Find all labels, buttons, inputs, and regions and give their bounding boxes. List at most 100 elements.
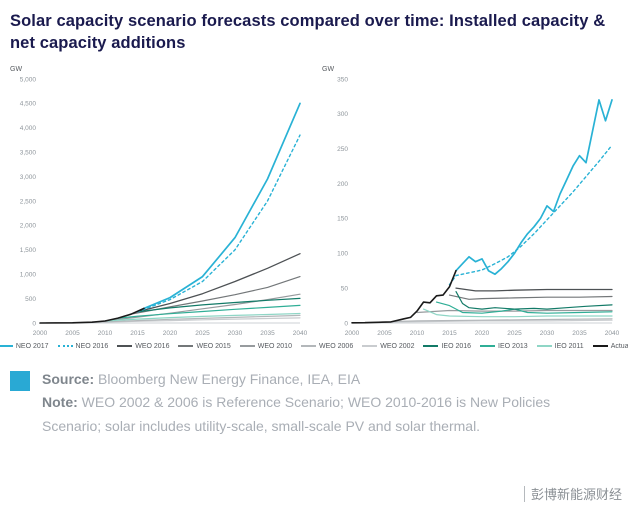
source-label: Source: <box>42 370 95 387</box>
legend-label: IEO 2011 <box>554 342 584 350</box>
legend-swatch <box>423 345 439 348</box>
chart-legend: NEO 2017 NEO 2016 WEO 2016 WEO 2015 WEO 2010… <box>0 341 628 350</box>
legend-label: WEO 2015 <box>196 342 231 350</box>
legend-item-weo-2010: WEO 2010 <box>239 342 292 350</box>
x-axis-tick: 2015 <box>442 330 457 337</box>
series-line-ieo-2011 <box>104 312 301 322</box>
x-axis-tick: 2000 <box>345 330 360 337</box>
y-axis-tick: 0 <box>344 320 348 327</box>
legend-swatch <box>57 345 73 348</box>
series-line-neo-2016 <box>136 133 301 313</box>
y-axis-tick: 200 <box>337 180 348 187</box>
legend-label: WEO 2002 <box>380 342 415 350</box>
series-line-neo-2017 <box>143 102 301 309</box>
legend-item-neo-2017: NEO 2017 <box>0 343 49 350</box>
legend-label: IEO 2013 <box>498 342 528 350</box>
footer-text: Source: Bloomberg New Energy Finance, IE… <box>42 368 602 439</box>
legend-swatch <box>239 345 255 348</box>
legend-swatch <box>592 345 608 348</box>
series-line-weo-2015 <box>130 275 301 315</box>
series-line-ieo-2016 <box>136 297 301 312</box>
legend-swatch <box>117 345 133 348</box>
x-axis-tick: 2035 <box>260 330 275 337</box>
y-axis-tick: 4,000 <box>20 125 37 132</box>
legend-item-weo-2015: WEO 2015 <box>178 342 231 350</box>
note-text: WEO 2002 & 2006 is Reference Scenario; W… <box>42 394 551 435</box>
series-line-neo-2016 <box>448 144 613 285</box>
x-axis-tick: 2020 <box>163 330 178 337</box>
y-axis-tick: 500 <box>25 295 36 302</box>
legend-swatch <box>536 345 552 348</box>
y-axis-tick: 2,500 <box>20 198 37 205</box>
series-line-actual <box>351 269 457 324</box>
y-axis-tick: 1,000 <box>20 271 37 278</box>
y-axis-tick: 250 <box>337 146 348 153</box>
legend-swatch <box>300 345 316 348</box>
legend-item-ieo-2011: IEO 2011 <box>536 342 584 350</box>
series-line-weo-2016 <box>136 252 301 312</box>
y-axis-tick: 4,500 <box>20 100 37 107</box>
y-axis-tick: 0 <box>32 320 36 327</box>
series-line-ieo-2016 <box>455 290 613 310</box>
y-axis-tick: 3,500 <box>20 149 37 156</box>
x-axis-tick: 2005 <box>65 330 80 337</box>
legend-label: WEO 2016 <box>135 342 170 350</box>
note-label: Note: <box>42 394 78 411</box>
legend-label: WEO 2006 <box>318 342 354 350</box>
x-axis-tick: 2010 <box>410 330 425 337</box>
x-axis-tick: 2015 <box>130 330 145 337</box>
x-axis-tick: 2025 <box>195 330 210 337</box>
series-line-weo-2016 <box>455 286 613 292</box>
series-line-weo-2010 <box>97 293 301 322</box>
x-axis-tick: 2025 <box>507 330 522 337</box>
y-axis-tick: 150 <box>337 215 348 222</box>
source-text: Bloomberg New Energy Finance, IEA, EIA <box>98 370 361 387</box>
legend-swatch <box>362 345 378 348</box>
legend-item-ieo-2013: IEO 2013 <box>480 343 528 350</box>
legend-label: NEO 2017 <box>15 342 49 350</box>
legend-item-ieo-2016: IEO 2016 <box>423 343 471 350</box>
x-axis-tick: 2000 <box>33 330 48 337</box>
x-axis-tick: 2040 <box>605 330 620 337</box>
series-line-weo-2010 <box>416 309 613 313</box>
legend-swatch <box>480 345 496 348</box>
x-axis-tick: 2010 <box>98 330 113 337</box>
axis-unit-label: GW <box>10 66 22 73</box>
y-axis-tick: 5,000 <box>20 76 37 83</box>
x-axis-tick: 2030 <box>228 330 243 337</box>
series-line-ieo-2013 <box>435 301 613 314</box>
watermark-divider <box>523 485 525 502</box>
installed-capacity-chart: GW 0 500 1,000 1,500 2,000 2,500 3,000 3,500 4,00… <box>10 66 308 337</box>
series-line-weo-2015 <box>448 294 613 300</box>
footer: Source: Bloomberg New Energy Finance, IE… <box>0 368 628 439</box>
x-axis-tick: 2020 <box>475 330 490 337</box>
installed-capacity-chart-box: GW 0 500 1,000 1,500 2,000 2,500 3,000 3,500 4,00… <box>4 59 310 341</box>
axis-unit-label: GW <box>322 66 334 73</box>
legend-item-weo-2002: WEO 2002 <box>362 343 414 350</box>
y-axis-tick: 50 <box>341 285 349 292</box>
x-axis-tick: 2040 <box>293 330 308 337</box>
legend-item-weo-2006: WEO 2006 <box>300 342 354 350</box>
page-title: Solar capacity scenario forecasts compar… <box>10 12 606 53</box>
legend-item-actual: Actual <box>592 342 628 350</box>
watermark-text: 彭博新能源财经 <box>530 487 622 502</box>
y-axis-tick: 300 <box>337 111 348 118</box>
source-accent-square <box>10 370 30 391</box>
legend-label: WEO 2010 <box>257 342 292 350</box>
legend-label: Actual <box>610 342 628 350</box>
net-capacity-additions-chart-box: GW 0 50 100 150 200 250 300 350 2000 2005 2010 2015 2… <box>316 59 622 341</box>
series-line-ieo-2013 <box>117 304 301 319</box>
series-line-weo-2006 <box>390 317 613 322</box>
series-line-neo-2017 <box>455 98 613 275</box>
legend-swatch <box>0 345 13 348</box>
x-axis-tick: 2005 <box>377 330 392 337</box>
series-line-actual <box>39 307 145 324</box>
x-axis-tick: 2035 <box>572 330 587 337</box>
y-axis-tick: 3,000 <box>20 173 37 180</box>
x-axis-tick: 2030 <box>540 330 555 337</box>
series-line-ieo-2011 <box>422 308 613 317</box>
series-line-weo-2006 <box>71 314 301 323</box>
y-axis-tick: 2,000 <box>20 222 37 229</box>
watermark: 彭博新能源财经 <box>523 484 622 503</box>
